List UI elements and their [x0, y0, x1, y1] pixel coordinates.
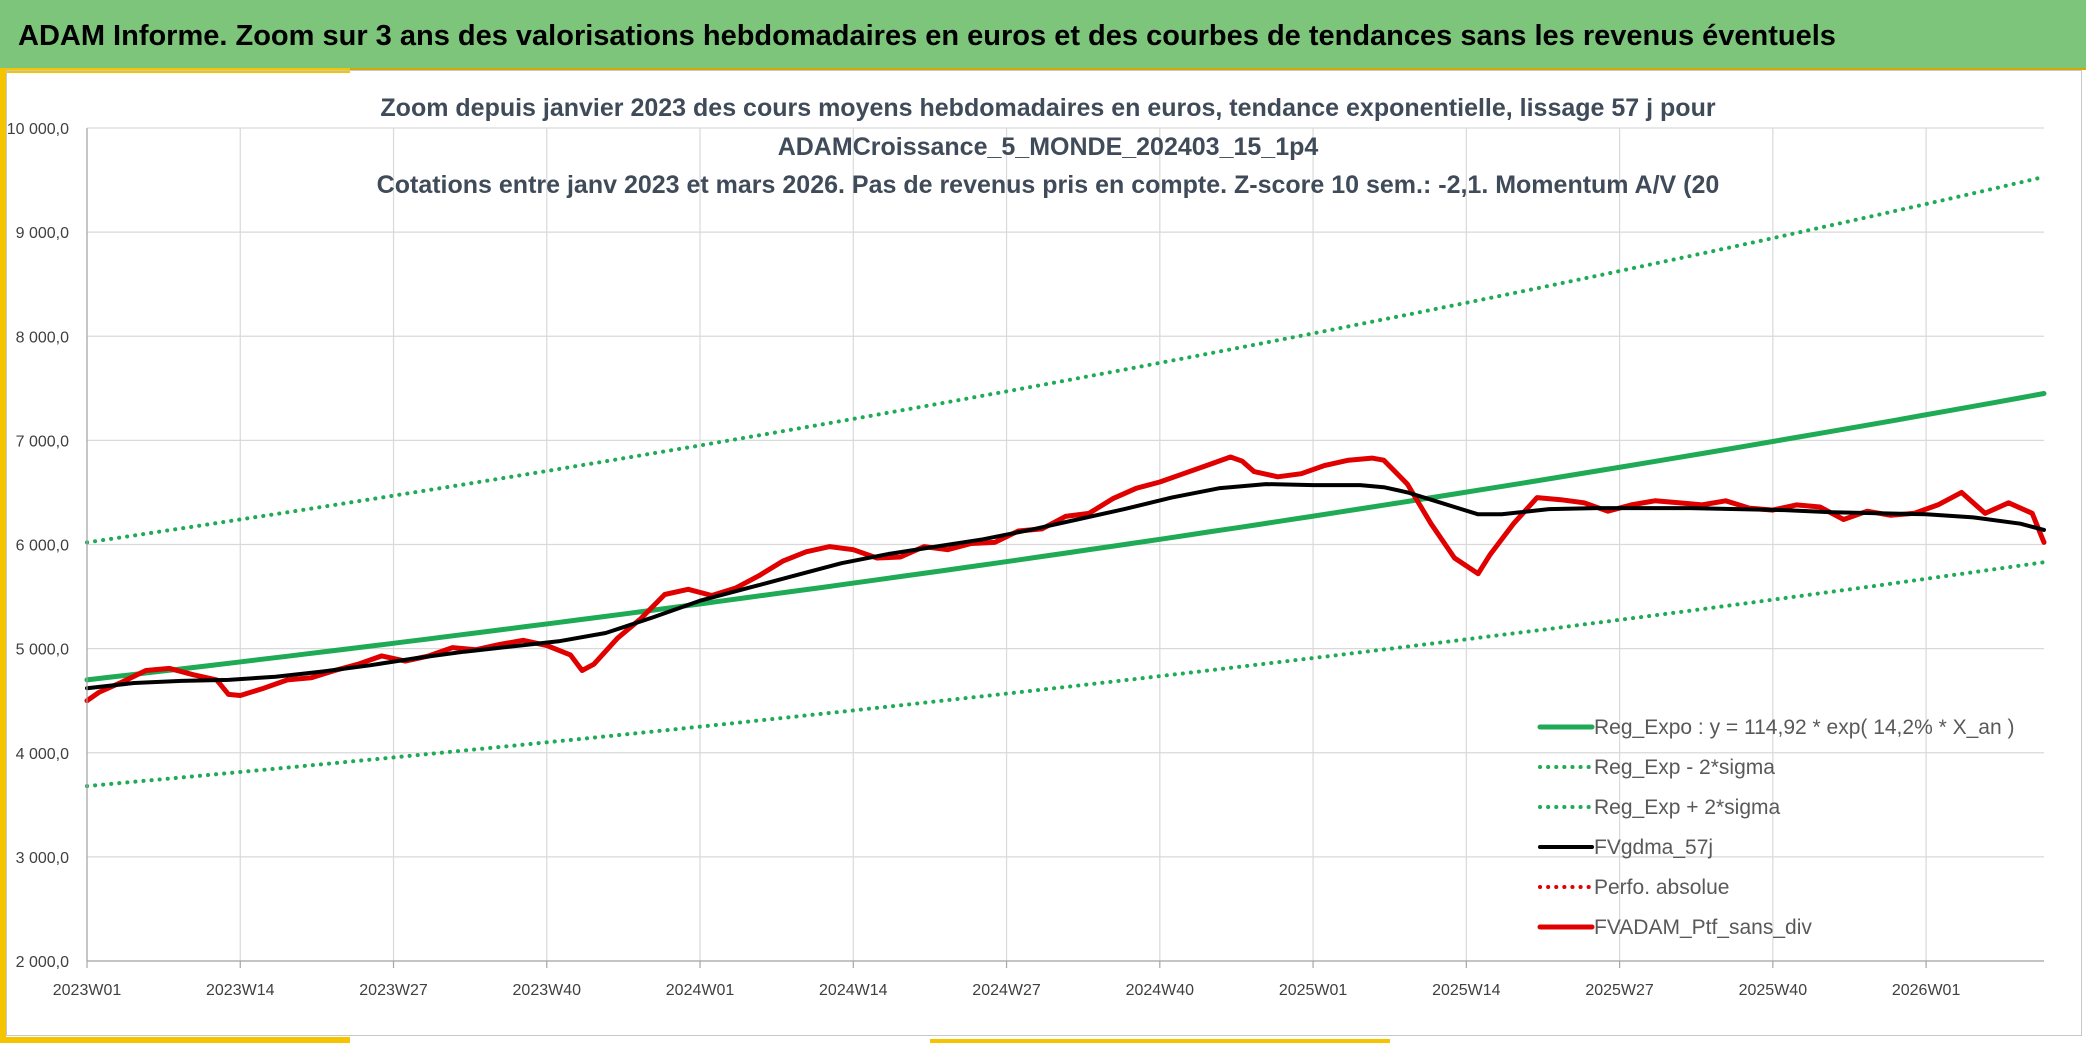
legend-label: Reg_Expo : y = 114,92 * exp( 14,2% * X_a… [1594, 716, 2014, 739]
x-tick-label: 2025W40 [1739, 982, 1808, 999]
x-tick-label: 2023W40 [513, 982, 582, 999]
x-tick-label: 2024W40 [1126, 982, 1195, 999]
x-tick-label: 2023W01 [53, 982, 122, 999]
legend-label: FVgdma_57j [1594, 836, 1713, 859]
chart-title-line-2: ADAMCroissance_5_MONDE_202403_15_1p4 [778, 133, 1319, 161]
y-tick-label: 8 000,0 [16, 329, 69, 346]
yellow-edge-bottom-mid [930, 1039, 1390, 1043]
chart-title: Zoom depuis janvier 2023 des cours moyen… [377, 94, 1720, 199]
y-tick-label: 5 000,0 [16, 642, 69, 659]
chart-title-line-3: Cotations entre janv 2023 et mars 2026. … [377, 171, 1720, 199]
x-tick-label: 2025W14 [1432, 982, 1501, 999]
yellow-edge-bottom-left [0, 1037, 350, 1043]
y-tick-label: 9 000,0 [16, 225, 69, 242]
y-tick-label: 2 000,0 [16, 954, 69, 971]
y-tick-label: 3 000,0 [16, 850, 69, 867]
x-tick-label: 2024W27 [972, 982, 1041, 999]
x-tick-label: 2024W14 [819, 982, 888, 999]
series-line-fvgdma_57j [85, 482, 2046, 691]
y-tick-label: 10 000,0 [7, 121, 69, 138]
x-tick-label: 2026W01 [1892, 982, 1961, 999]
legend-label: Reg_Exp - 2*sigma [1594, 756, 1775, 779]
axis-layer: 2 000,0 3 000,0 4 000,0 5 000,0 6 000,0 7 000… [7, 121, 2044, 999]
series-line-reg_expo [84, 391, 2047, 683]
legend-label: Perfo. absolue [1594, 876, 1729, 899]
grid-layer [86, 127, 2044, 962]
legend: Reg_Expo : y = 114,92 * exp( 14,2% * X_a… [1537, 716, 2014, 939]
x-tick-label: 2024W01 [666, 982, 735, 999]
yellow-edge-left [0, 68, 6, 1043]
x-tick-label: 2025W27 [1585, 982, 1654, 999]
x-tick-label: 2025W01 [1279, 982, 1348, 999]
header-bar: ADAM Informe. Zoom sur 3 ans des valoris… [0, 0, 2086, 70]
x-tick-label: 2023W14 [206, 982, 275, 999]
chart-title-line-1: Zoom depuis janvier 2023 des cours moyen… [380, 94, 1715, 122]
chart-frame [6, 70, 2082, 1036]
series-layer [84, 174, 2047, 789]
x-tick-label: 2023W27 [359, 982, 428, 999]
page-title: ADAM Informe. Zoom sur 3 ans des valoris… [18, 20, 1836, 52]
y-tick-label: 4 000,0 [16, 746, 69, 763]
y-tick-label: 6 000,0 [16, 538, 69, 555]
legend-label: Reg_Exp + 2*sigma [1594, 796, 1781, 819]
y-tick-label: 7 000,0 [16, 433, 69, 450]
legend-label: FVADAM_Ptf_sans_div [1594, 916, 1812, 939]
